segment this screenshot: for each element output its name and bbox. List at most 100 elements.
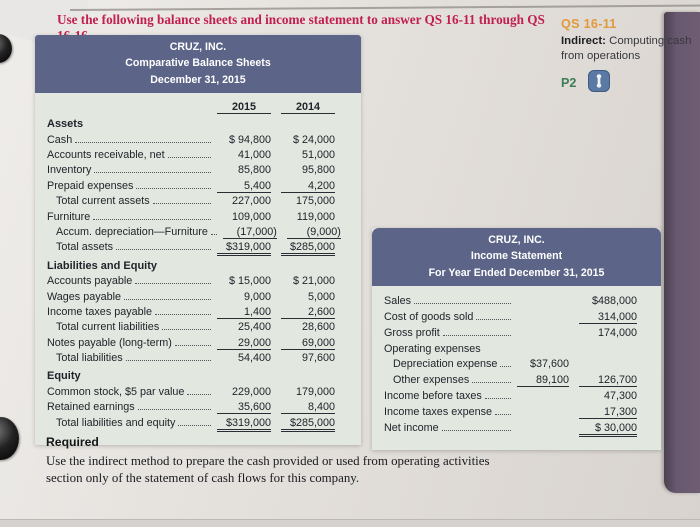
value-2015: 41,000	[237, 149, 271, 161]
dot-leader	[116, 249, 211, 251]
row-label: Inventory	[47, 164, 92, 177]
dot-leader	[187, 393, 211, 395]
row-label: Notes payable (long-term)	[47, 336, 172, 349]
statement-row: Depreciation expense $37,600	[384, 358, 637, 374]
row-label: Gross profit	[384, 326, 440, 339]
statement-row: Furniture 109,000 119,000	[47, 211, 335, 226]
binder-ring-top	[0, 34, 12, 63]
statement-row: Retained earnings 35,600 8,400	[47, 401, 335, 416]
balance-sheet-body: 2015 2014 Assets Cash $ 94,800 $ 24,000 Ac…	[35, 93, 361, 446]
section-row: Liabilities and Equity	[47, 260, 335, 275]
section-label: Assets	[47, 118, 84, 131]
statement-row: Common stock, $5 par value 229,000 179,000	[47, 386, 335, 401]
dot-leader	[472, 382, 511, 384]
value-2014: 5,000	[307, 290, 335, 303]
value-2014: 2,600	[281, 306, 335, 319]
objective-code: P2	[561, 76, 577, 91]
value-2015: 25,400	[237, 321, 271, 334]
statement-row: Total liabilities 54,400 97,600	[47, 352, 335, 367]
value-2015: (17,000)	[222, 226, 277, 239]
row-label: Total liabilities and equity	[56, 416, 176, 429]
row-label: Furniture	[47, 210, 91, 223]
binder-ring-bottom	[0, 417, 19, 460]
row-label: Total current assets	[56, 195, 150, 208]
value-2014: 8,400	[281, 401, 335, 415]
dot-leader	[94, 172, 211, 174]
dot-leader	[155, 313, 211, 315]
row-label: Cost of goods sold	[384, 311, 474, 324]
required-heading: Required	[46, 435, 99, 449]
bone-badge-icon	[588, 69, 611, 97]
statement-row: Prepaid expenses 5,400 4,200	[47, 180, 335, 195]
qs-method-label: Indirect:	[561, 35, 606, 47]
statement-date: December 31, 2015	[150, 73, 246, 86]
income-statement-header: CRUZ, INC. Income Statement For Year End…	[372, 228, 661, 287]
value-2015: 35,600	[217, 401, 271, 415]
row-label: Sales	[384, 295, 412, 308]
row-label: Accum. depreciation—Furniture	[56, 225, 208, 238]
dot-leader	[210, 233, 217, 235]
statement-row: Accum. depreciation—Furniture (17,000) (9,…	[47, 225, 341, 241]
statement-row: Wages payable 9,000 5,000	[47, 291, 335, 306]
value-2014: 175,000	[295, 195, 335, 208]
row-label: Other expenses	[393, 374, 470, 387]
dot-leader	[152, 203, 211, 205]
value-2014: $ 24,000	[292, 133, 335, 146]
value-outer: $ 30,000	[579, 422, 637, 437]
company-name: CRUZ, INC.	[169, 41, 227, 53]
value-2015: 109,000	[231, 210, 271, 223]
dot-leader	[137, 409, 211, 411]
statement-period: For Year Ended December 31, 2015	[428, 266, 605, 279]
statement-row: Cash $ 94,800 $ 24,000	[47, 134, 335, 149]
bottom-edge	[0, 519, 700, 527]
row-label: Cash	[47, 133, 73, 146]
value-2015: 1,400	[217, 306, 271, 319]
value-2015: 5,400	[217, 180, 271, 193]
section-label: Liabilities and Equity	[47, 259, 158, 272]
statement-row: Total current assets 227,000 175,000	[47, 195, 335, 210]
value-2014: 97,600	[301, 352, 335, 365]
value-2014: $285,000	[281, 417, 335, 432]
row-label: Retained earnings	[47, 401, 135, 414]
balance-sheet-header: CRUZ, INC. Comparative Balance Sheets De…	[35, 35, 361, 94]
value-outer: 314,000	[579, 311, 637, 325]
side-strip	[664, 12, 700, 493]
required-text: Use the indirect method to prepare the c…	[46, 454, 490, 485]
value-outer: 126,700	[579, 374, 637, 388]
dot-leader	[174, 344, 211, 346]
row-label: Total liabilities	[56, 352, 123, 365]
column-header-2014: 2014	[281, 101, 335, 115]
dot-leader	[167, 157, 211, 158]
dot-leader	[93, 218, 211, 220]
dot-leader	[135, 283, 211, 285]
value-outer: 174,000	[597, 326, 637, 339]
row-label: Accounts receivable, net	[47, 149, 165, 161]
row-label: Accounts payable	[47, 275, 133, 288]
dot-leader	[414, 303, 511, 305]
value-inner: $37,600	[529, 358, 569, 371]
value-2015: 54,400	[237, 352, 271, 365]
value-2014: 4,200	[281, 180, 335, 193]
dot-leader	[125, 360, 211, 362]
value-2015: $319,000	[217, 417, 271, 432]
row-label: Total current liabilities	[56, 321, 160, 334]
statement-row: Total liabilities and equity $319,000 $285…	[47, 417, 335, 432]
dot-leader	[178, 424, 211, 426]
statement-row: Accounts payable $ 15,000 $ 21,000	[47, 275, 335, 290]
value-2014: 179,000	[295, 385, 335, 398]
value-2014: 119,000	[296, 210, 335, 223]
dot-leader	[124, 298, 211, 300]
value-2014: 51,000	[301, 149, 335, 161]
statement-row: Inventory 85,800 95,800	[47, 164, 335, 179]
statement-row: Cost of goods sold 314,000	[384, 311, 637, 327]
section-label: Equity	[47, 370, 81, 383]
income-statement-panel: CRUZ, INC. Income Statement For Year End…	[372, 228, 661, 451]
statement-row: Income taxes payable 1,400 2,600	[47, 306, 335, 321]
row-label: Operating expenses	[384, 342, 481, 355]
statement-title: Income Statement	[470, 250, 563, 263]
company-name: CRUZ, INC.	[488, 234, 545, 246]
row-label: Income taxes payable	[47, 305, 153, 318]
dot-leader	[442, 334, 511, 336]
column-headers: 2015 2014	[47, 101, 335, 115]
qs-block: QS 16-11 Indirect: Computing cash from o…	[561, 17, 695, 97]
